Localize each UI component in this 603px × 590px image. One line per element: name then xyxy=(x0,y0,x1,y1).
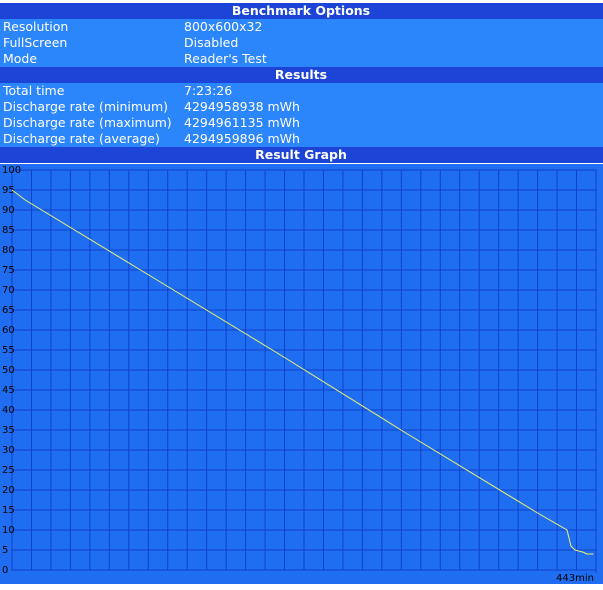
table-row xyxy=(0,35,603,51)
row-label: Discharge rate (minimum) xyxy=(3,99,168,114)
y-tick-label: 25 xyxy=(2,465,15,476)
y-tick-label: 50 xyxy=(2,365,15,376)
section-title: Benchmark Options xyxy=(232,3,370,18)
section-header xyxy=(0,3,603,19)
row-label: Discharge rate (maximum) xyxy=(3,115,172,130)
y-tick-label: 30 xyxy=(2,445,15,456)
table-row xyxy=(0,99,603,115)
section-title: Results xyxy=(275,67,327,82)
y-tick-label: 45 xyxy=(2,385,15,396)
row-value: Reader's Test xyxy=(184,51,267,66)
table-row xyxy=(0,131,603,147)
y-tick-label: 15 xyxy=(2,505,15,516)
row-value: Disabled xyxy=(184,35,238,50)
section-header xyxy=(0,147,603,163)
x-tick-label: 443min xyxy=(556,573,594,584)
table-row xyxy=(0,115,603,131)
table-row xyxy=(0,83,603,99)
row-value: 4294958938 mWh xyxy=(184,99,300,114)
table-row xyxy=(0,19,603,35)
y-tick-label: 5 xyxy=(2,545,8,556)
row-label: Discharge rate (average) xyxy=(3,131,160,146)
row-label: Resolution xyxy=(3,19,68,34)
y-tick-label: 95 xyxy=(2,185,15,196)
y-tick-label: 75 xyxy=(2,265,15,276)
section-header xyxy=(0,67,603,83)
row-value: 4294959896 mWh xyxy=(184,131,300,146)
data-line xyxy=(11,189,594,555)
y-tick-label: 0 xyxy=(2,565,8,576)
row-label: FullScreen xyxy=(3,35,67,50)
row-label: Mode xyxy=(3,51,37,66)
y-tick-label: 35 xyxy=(2,425,15,436)
y-tick-label: 100 xyxy=(2,165,21,176)
y-tick-label: 40 xyxy=(2,405,15,416)
row-value: 800x600x32 xyxy=(184,19,262,34)
y-tick-label: 65 xyxy=(2,305,15,316)
row-label: Total time xyxy=(2,83,65,98)
y-tick-label: 55 xyxy=(2,345,15,356)
y-tick-label: 70 xyxy=(2,285,15,296)
table-row xyxy=(0,51,603,67)
section-title: Result Graph xyxy=(255,147,347,162)
y-tick-label: 90 xyxy=(2,205,15,216)
y-tick-label: 80 xyxy=(2,245,15,256)
y-tick-label: 20 xyxy=(2,485,15,496)
y-tick-label: 60 xyxy=(2,325,15,336)
y-tick-label: 85 xyxy=(2,225,15,236)
row-value: 7:23:26 xyxy=(184,83,232,98)
y-tick-label: 10 xyxy=(2,525,15,536)
row-value: 4294961135 mWh xyxy=(184,115,300,130)
